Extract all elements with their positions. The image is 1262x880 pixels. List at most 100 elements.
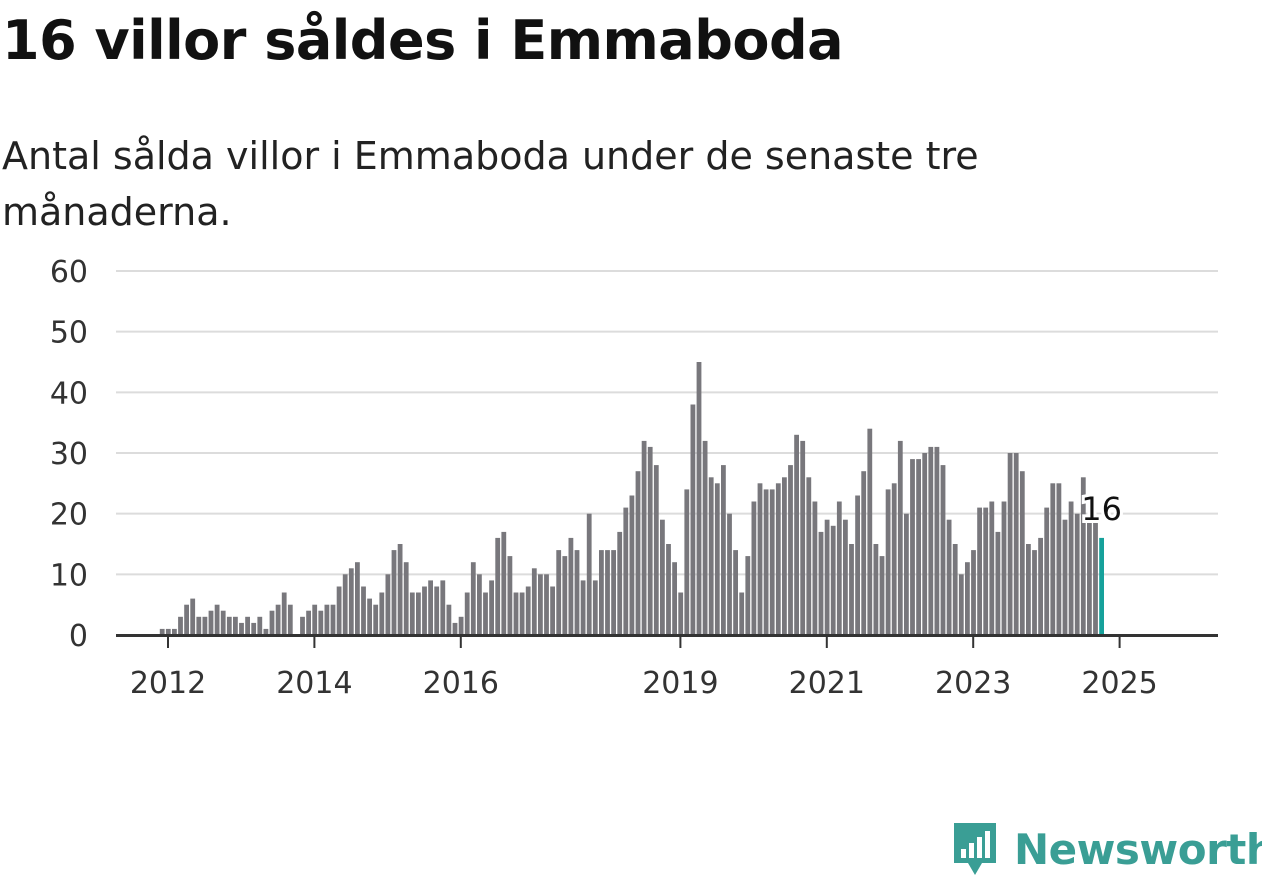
bar [251,622,257,635]
newsworthy-logo: Newsworthy [950,818,1262,880]
bar [379,592,385,635]
chart-title: 16 villor såldes i Emmaboda [2,9,844,72]
last-value-annotation: 16 [1078,487,1125,531]
bar [592,580,598,635]
bar [452,622,458,635]
bar [617,531,623,635]
x-tick-label: 2019 [642,666,718,701]
bar [544,574,549,635]
bar [574,550,580,635]
bar [184,604,189,635]
bar [1013,453,1019,635]
bar [434,586,440,635]
bar [214,604,220,635]
bar [348,568,354,635]
x-tick-label: 2021 [789,666,865,701]
bar [239,622,244,635]
bar [1007,453,1013,635]
bar [843,519,848,635]
bar [782,477,787,635]
bar [629,495,635,635]
bar-chart-pin-icon [954,823,996,875]
bar [965,562,970,635]
brand-name: Newsworthy [1014,824,1262,874]
bar [775,483,781,635]
bar [458,616,464,635]
bar [403,562,409,635]
bar [281,592,287,635]
bar [971,550,976,635]
y-tick-label: 60 [50,255,88,290]
y-tick-label: 30 [50,437,88,472]
bar [1062,519,1068,635]
bar [1093,519,1098,635]
bar [714,483,720,635]
x-tick-label: 2016 [423,666,499,701]
bar [507,556,513,635]
bar [550,586,555,635]
bar [428,580,433,635]
bar [525,586,531,635]
bar [739,592,745,635]
bar [361,586,366,635]
bar [989,501,995,635]
bar [830,525,836,635]
bar [879,556,885,635]
bar [855,495,860,635]
bar [1038,537,1043,635]
bar [464,592,470,635]
bar [800,440,806,635]
bar [1068,501,1074,635]
bar [306,610,311,635]
bar [867,428,873,635]
bar [385,574,391,635]
bar [1032,550,1037,635]
bar [489,580,494,635]
bar [190,598,196,635]
bar [422,586,427,635]
bar [897,440,903,635]
bar [501,531,507,635]
bar [531,568,537,635]
bar [647,446,653,635]
bar [1019,471,1025,635]
bar [806,477,812,635]
y-tick-label: 10 [50,558,88,593]
bar [373,604,379,635]
bar [416,592,421,635]
bar [922,453,928,635]
bar [1074,513,1080,635]
bar [818,531,824,635]
bar [940,465,946,635]
bar [1026,544,1031,635]
bar [824,519,830,635]
bar [763,489,769,635]
bar [172,628,177,635]
x-tick-label: 2025 [1081,666,1157,701]
bar [159,628,165,635]
bar [672,562,677,635]
bar [409,592,415,635]
bar [696,362,702,635]
x-tick-label: 2014 [276,666,352,701]
bar [269,610,275,635]
bar [446,604,452,635]
y-tick-label: 0 [69,619,88,654]
bar [477,574,482,635]
bar [324,604,330,635]
bar [220,610,226,635]
bar [666,544,671,635]
bar [946,519,952,635]
bar [885,489,891,635]
bar [233,616,238,635]
bar [165,628,171,635]
bar [788,465,793,635]
bar [397,544,403,635]
bar [391,550,397,635]
bar [952,544,958,635]
bar [721,465,726,635]
bar [751,501,757,635]
bar [342,574,348,635]
bar [513,592,519,635]
bar [287,604,293,635]
